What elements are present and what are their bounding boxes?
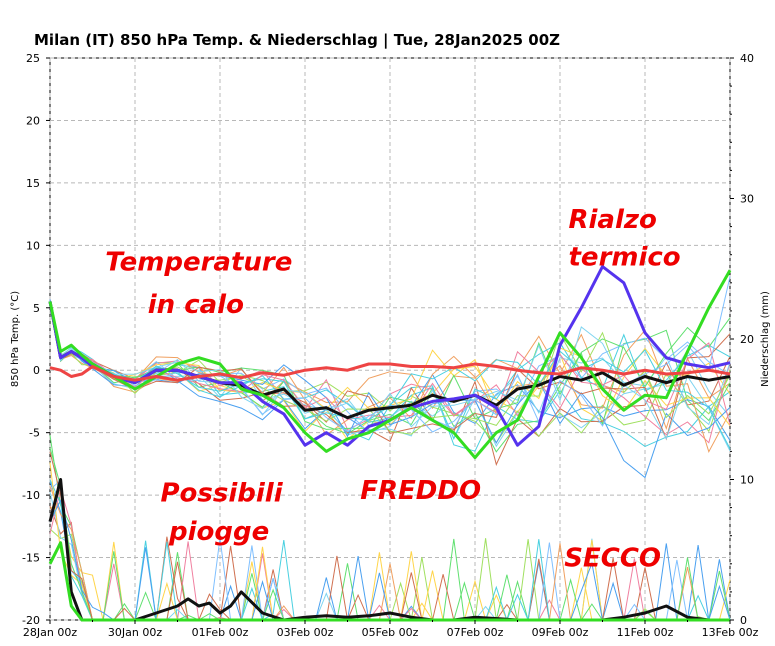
annotation-text: termico: [569, 242, 681, 272]
annotation-text: FREDDO: [360, 476, 481, 506]
y-tick-label: -10: [22, 489, 40, 502]
y-axis-label: 850 hPa Temp. (°C): [10, 291, 21, 387]
y-tick-label: 20: [26, 114, 40, 127]
y-right-tick-label: 40: [740, 52, 754, 65]
x-tick-label: 13Feb 00z: [702, 626, 759, 639]
annotation-text: Temperature: [105, 247, 292, 277]
y-tick-label: 0: [33, 364, 40, 377]
x-tick-label: 07Feb 00z: [447, 626, 504, 639]
x-tick-label: 05Feb 00z: [362, 626, 419, 639]
y-right-tick-label: 30: [740, 193, 754, 206]
chart-title: Milan (IT) 850 hPa Temp. & Niederschlag …: [34, 31, 560, 50]
y-tick-label: 15: [26, 177, 40, 190]
x-tick-label: 30Jan 00z: [108, 626, 162, 639]
x-tick-label: 09Feb 00z: [532, 626, 589, 639]
ensemble-member-temp: [49, 302, 731, 452]
y-tick-label: 5: [33, 302, 40, 315]
y-tick-label: 25: [26, 52, 40, 65]
series-line-operational-run: [48, 265, 731, 447]
annotations: Temperature in calo Possibili piogge FREDDO R…: [105, 205, 680, 573]
annotation-text: piogge: [168, 517, 269, 547]
ensemble-member-temp: [49, 301, 731, 427]
ensemble-member-temp: [49, 303, 731, 426]
series-lines: [48, 265, 732, 622]
y-tick-label: -20: [22, 614, 40, 627]
x-tick-label: 01Feb 00z: [192, 626, 249, 639]
annotation-text: Rialzo: [569, 205, 657, 235]
x-tick-label: 11Feb 00z: [617, 626, 674, 639]
annotation-text: Possibili: [161, 478, 284, 508]
y-tick-label: 10: [26, 239, 40, 252]
x-tick-label: 28Jan 00z: [23, 626, 77, 639]
axis-ticks: 28Jan 00z 30Jan 00z 01Feb 00z 03Feb 00z 05Fe…: [22, 52, 759, 639]
y-tick-label: -5: [29, 427, 40, 440]
series-line-control-run: [48, 269, 732, 460]
ensemble-member-temp: [49, 300, 731, 430]
y-tick-label: -15: [22, 552, 40, 565]
y-right-tick-label: 20: [740, 333, 754, 346]
annotation-text: SECCO: [564, 543, 661, 573]
y-axis-label-right: Niederschlag (mm): [760, 291, 771, 387]
annotation-text: in calo: [148, 290, 244, 320]
x-tick-label: 03Feb 00z: [277, 626, 334, 639]
y-right-tick-label: 10: [740, 474, 754, 487]
y-right-tick-label: 0: [740, 614, 747, 627]
series-line-climatology: [49, 362, 731, 382]
